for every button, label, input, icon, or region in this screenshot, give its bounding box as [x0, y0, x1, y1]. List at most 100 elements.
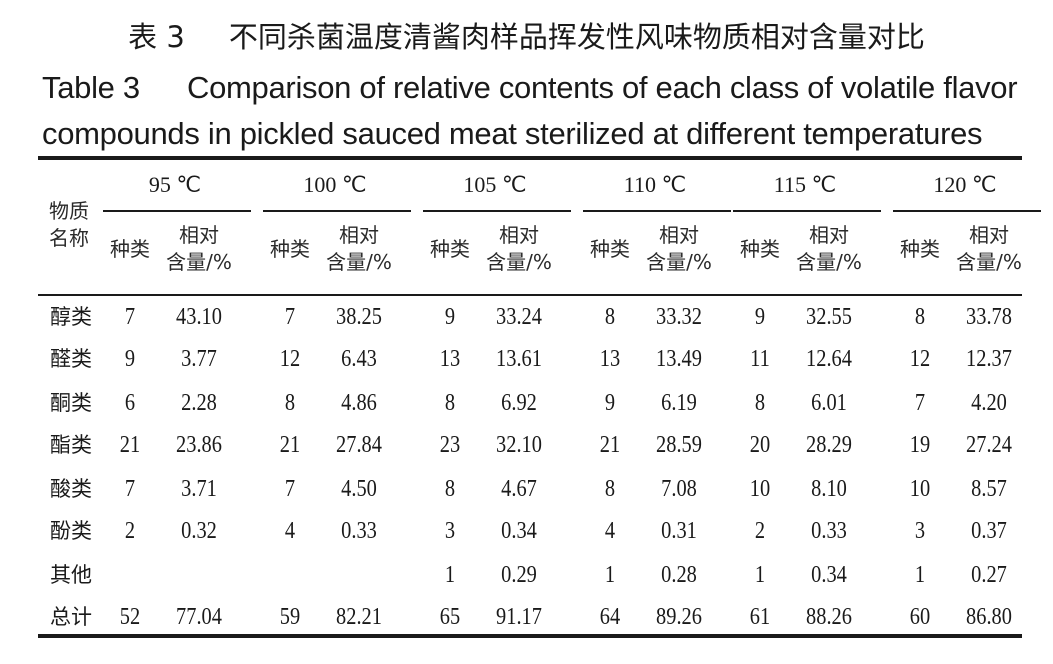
cell-kinds-count: 65: [439, 604, 461, 630]
cell-relative-content: 12.64: [806, 346, 852, 372]
cell-relative-content: 13.49: [656, 346, 702, 372]
cell-kinds-count: 8: [604, 304, 616, 330]
cell-kinds-count: 21: [599, 432, 621, 458]
group-header-temp: 120 ℃: [933, 172, 997, 197]
subheader-content-line2: 含量/%: [486, 250, 552, 274]
cell-kinds-count: 10: [749, 476, 771, 502]
subheader-kinds: 种类: [590, 237, 630, 261]
subheader-relative-content: 相对含量/%: [955, 222, 1023, 276]
cell-kinds-count: 7: [124, 304, 136, 330]
subheader-content-line2: 含量/%: [166, 250, 232, 274]
cell-relative-content: 6.43: [341, 346, 377, 372]
group-header-temp: 115 ℃: [773, 172, 837, 197]
subheader-kinds: 种类: [900, 237, 940, 261]
cell-relative-content: 6.01: [811, 390, 847, 416]
bottom-rule: [38, 634, 1022, 638]
cell-kinds-count: 8: [914, 304, 926, 330]
cell-relative-content: 0.33: [811, 518, 847, 544]
cell-relative-content: 33.24: [496, 304, 542, 330]
cell-kinds-count: 3: [444, 518, 456, 544]
cell-relative-content: 0.29: [501, 562, 537, 588]
subheader-kinds: 种类: [270, 237, 310, 261]
cell-relative-content: 27.24: [966, 432, 1012, 458]
row-label: 酸类: [50, 477, 92, 501]
group-underline: [583, 210, 731, 212]
row-label: 总计: [50, 605, 92, 629]
cell-kinds-count: 1: [914, 562, 926, 588]
cell-relative-content: 88.26: [806, 604, 852, 630]
cell-kinds-count: 60: [909, 604, 931, 630]
table-title-english-line2: compounds in pickled sauced meat sterili…: [42, 116, 983, 151]
cell-kinds-count: 12: [279, 346, 301, 372]
row-label: 酮类: [50, 391, 92, 415]
cell-kinds-count: 7: [284, 304, 296, 330]
row-label: 酚类: [50, 519, 92, 543]
cell-relative-content: 0.34: [501, 518, 537, 544]
subheader-relative-content: 相对 含量/%: [485, 222, 553, 276]
cell-relative-content: 86.80: [966, 604, 1012, 630]
subheader-relative-content: 相对 含量/%: [645, 222, 713, 276]
cell-relative-content: 27.84: [336, 432, 382, 458]
cell-kinds-count: 9: [124, 346, 136, 372]
cell-kinds-count: 7: [284, 476, 296, 502]
cell-kinds-count: 10: [909, 476, 931, 502]
row-label: 醇类: [50, 305, 92, 329]
table-title-cn-text: 不同杀菌温度清酱肉样品挥发性风味物质相对含量对比: [228, 20, 925, 54]
subheader-content-line2: 含量/%: [326, 250, 392, 274]
cell-kinds-count: 13: [439, 346, 461, 372]
subheader-content-line2: 含量/%: [956, 250, 1022, 274]
group-underline: [893, 210, 1041, 212]
cell-kinds-count: 11: [750, 346, 770, 372]
cell-kinds-count: 4: [604, 518, 616, 544]
cell-relative-content: 8.10: [811, 476, 847, 502]
cell-relative-content: 0.27: [971, 562, 1007, 588]
cell-kinds-count: 52: [119, 604, 141, 630]
cell-kinds-count: 21: [279, 432, 301, 458]
cell-relative-content: 32.55: [806, 304, 852, 330]
row-header-line1: 物质: [49, 199, 89, 223]
group-header-temp: 100 ℃: [303, 172, 367, 197]
cell-relative-content: 38.25: [336, 304, 382, 330]
cell-kinds-count: 2: [754, 518, 766, 544]
cell-relative-content: 43.10: [176, 304, 222, 330]
group-underline: [423, 210, 571, 212]
header-rule: [38, 294, 1022, 296]
cell-relative-content: 33.32: [656, 304, 702, 330]
cell-kinds-count: 59: [279, 604, 301, 630]
subheader-content-line2: 含量/%: [646, 250, 712, 274]
cell-relative-content: 89.26: [656, 604, 702, 630]
cell-relative-content: 7.08: [661, 476, 697, 502]
cell-relative-content: 13.61: [496, 346, 542, 372]
cell-kinds-count: 1: [444, 562, 456, 588]
cell-kinds-count: 7: [914, 390, 926, 416]
cell-kinds-count: 8: [284, 390, 296, 416]
subheader-relative-content: 相对含量/%: [325, 222, 393, 276]
subheader-content-line1: 相对: [339, 223, 379, 247]
cell-kinds-count: 61: [749, 604, 771, 630]
cell-relative-content: 4.86: [341, 390, 377, 416]
group-header-temp: 95 ℃: [148, 172, 202, 197]
cell-relative-content: 0.33: [341, 518, 377, 544]
cell-relative-content: 77.04: [176, 604, 222, 630]
cell-kinds-count: 19: [909, 432, 931, 458]
cell-relative-content: 6.19: [661, 390, 697, 416]
cell-relative-content: 6.92: [501, 390, 537, 416]
row-header-line2: 名称: [49, 226, 89, 250]
table-number-en: Table 3: [42, 70, 140, 105]
subheader-content-line1: 相对: [969, 223, 1009, 247]
cell-kinds-count: 12: [909, 346, 931, 372]
cell-kinds-count: 3: [914, 518, 926, 544]
cell-relative-content: 23.86: [176, 432, 222, 458]
cell-relative-content: 0.28: [661, 562, 697, 588]
cell-kinds-count: 23: [439, 432, 461, 458]
cell-kinds-count: 21: [119, 432, 141, 458]
cell-kinds-count: 64: [599, 604, 621, 630]
cell-kinds-count: 9: [604, 390, 616, 416]
row-label: 酯类: [50, 433, 92, 457]
subheader-content-line1: 相对: [179, 223, 219, 247]
table-number-cn: 表 3: [128, 20, 185, 54]
cell-relative-content: 28.29: [806, 432, 852, 458]
data-table: 物质 名称 95 ℃ 种类 相对 含量/% 100 ℃ 种类 相对 含量/% 105 ℃ 种类 相对…: [38, 156, 1041, 640]
cell-relative-content: 0.34: [811, 562, 847, 588]
table-title-english-line1: Table 3 Comparison of relative contents o…: [42, 68, 1032, 108]
